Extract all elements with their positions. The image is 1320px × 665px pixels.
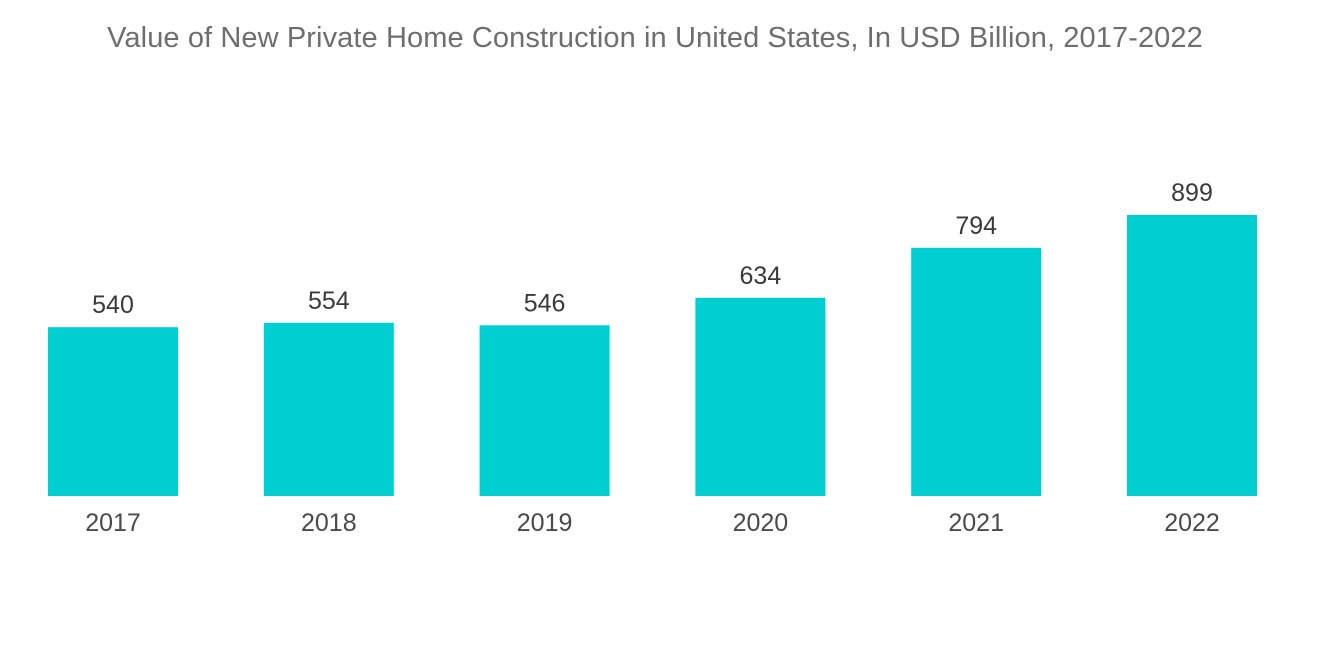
bar-2021 bbox=[911, 247, 1042, 496]
bar-2020 bbox=[695, 297, 826, 496]
x-tick-label-2020: 2020 bbox=[733, 509, 789, 537]
value-label-2021: 794 bbox=[955, 212, 997, 240]
x-tick-label-2019: 2019 bbox=[517, 509, 573, 537]
value-labels-layer: 540 554 546 634 794 899 bbox=[92, 179, 1213, 319]
x-tick-label-2018: 2018 bbox=[301, 509, 357, 537]
x-tick-label-2017: 2017 bbox=[85, 509, 141, 537]
value-label-2022: 899 bbox=[1171, 179, 1213, 207]
bar-2022 bbox=[1127, 215, 1257, 496]
value-label-2017: 540 bbox=[92, 291, 134, 319]
bar-2019 bbox=[479, 325, 610, 496]
x-axis-tick-labels: 2017 2018 2019 2020 2021 2022 bbox=[85, 509, 1220, 537]
value-label-2018: 554 bbox=[308, 287, 350, 315]
bar-2017 bbox=[48, 327, 178, 496]
x-tick-label-2021: 2021 bbox=[948, 509, 1004, 537]
chart-title: Value of New Private Home Construction i… bbox=[107, 22, 1203, 54]
bar-2018 bbox=[263, 322, 394, 496]
value-label-2019: 546 bbox=[524, 289, 566, 317]
value-label-2020: 634 bbox=[740, 262, 782, 290]
x-tick-label-2022: 2022 bbox=[1164, 509, 1220, 537]
bars-layer bbox=[48, 215, 1257, 496]
